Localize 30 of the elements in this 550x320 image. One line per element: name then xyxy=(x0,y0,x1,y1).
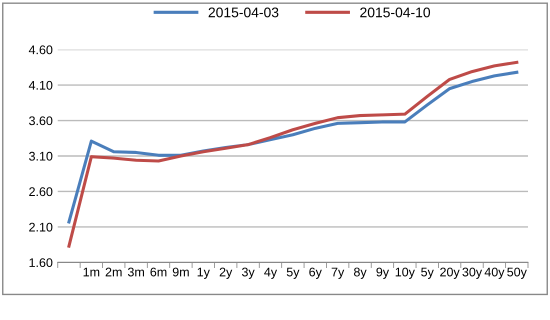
legend-label: 2015-04-03 xyxy=(208,7,278,18)
y-tick-label: 1.60 xyxy=(30,258,52,268)
y-tick-label: 3.60 xyxy=(29,116,52,126)
line-series xyxy=(67,60,518,248)
x-tick-label: 1y xyxy=(198,268,210,279)
legend-label: 2015-04-10 xyxy=(360,7,430,18)
x-tick-label: 1m xyxy=(84,268,100,276)
y-tick-label: 3.10 xyxy=(29,152,52,161)
x-tick-label: 7y xyxy=(332,268,344,279)
x-tick-label: 6y xyxy=(309,268,322,279)
x-tick-label: 8y xyxy=(354,268,367,279)
x-tick-label: 3y xyxy=(242,268,255,279)
x-tick-label: 5y xyxy=(286,268,300,279)
x-tick-label: 2y xyxy=(220,268,232,279)
x-tick-label: 30y xyxy=(462,268,482,279)
y-tick-label: 2.60 xyxy=(29,187,52,196)
x-tick-label: 20y xyxy=(440,268,460,279)
x-tick-label: 2m xyxy=(106,268,122,276)
x-tick-label: 40y xyxy=(484,268,504,279)
x-tick-label: 4y xyxy=(264,268,278,279)
y-tick-label: 4.60 xyxy=(28,45,52,54)
x-tick-label: 6m xyxy=(150,268,166,276)
x-tick-label: 5y xyxy=(421,268,434,279)
x-tick-label: 10y xyxy=(396,268,415,279)
y-tick-label: 2.10 xyxy=(29,222,52,232)
x-tick-label: 50y xyxy=(507,268,527,279)
y-tick-label: 4.10 xyxy=(28,80,52,90)
x-tick-label: 9m xyxy=(172,268,189,276)
x-tick-label: 9y xyxy=(376,268,390,279)
x-tick-label: 3m xyxy=(128,268,144,276)
